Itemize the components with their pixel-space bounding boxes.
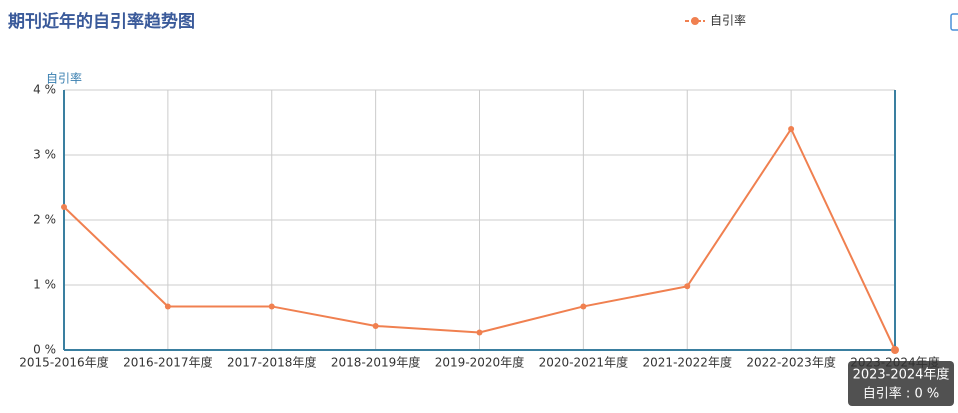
x-tick-label: 2017-2018年度: [227, 355, 316, 370]
legend-marker: [691, 17, 699, 25]
y-tick-label: 2 %: [33, 213, 56, 227]
point: [268, 303, 275, 310]
tooltip-text: 自引率 : 0 %: [863, 386, 939, 402]
y-tick-label: 0 %: [33, 343, 56, 357]
x-tick-label: 2016-2017年度: [123, 355, 212, 370]
x-tick-label: 2020-2021年度: [539, 355, 628, 370]
x-tick-label: 2022-2023年度: [746, 355, 835, 370]
point: [372, 322, 379, 329]
point: [891, 346, 899, 354]
legend-label: 自引率: [710, 13, 746, 28]
y-axis-label: 自引率: [46, 71, 82, 86]
y-tick-label: 4 %: [33, 83, 56, 97]
y-tick-label: 3 %: [33, 148, 56, 162]
y-tick-label: 1 %: [33, 278, 56, 292]
point: [684, 283, 691, 290]
point: [788, 126, 795, 132]
x-tick-label: 2015-2016年度: [19, 355, 108, 370]
chart-title: 期刊近年的自引率趋势图: [8, 11, 195, 32]
tooltip-box: [848, 361, 954, 406]
toolbox-icon[interactable]: [950, 13, 958, 31]
point: [580, 303, 587, 310]
x-tick-label: 2018-2019年度: [331, 355, 420, 370]
point: [61, 204, 67, 210]
point: [164, 303, 171, 310]
x-tick-label: 2019-2020年度: [435, 355, 524, 370]
tooltip-title: 2023-2024年度: [853, 367, 950, 383]
x-tick-label: 2021-2022年度: [643, 355, 732, 370]
point: [476, 329, 483, 336]
